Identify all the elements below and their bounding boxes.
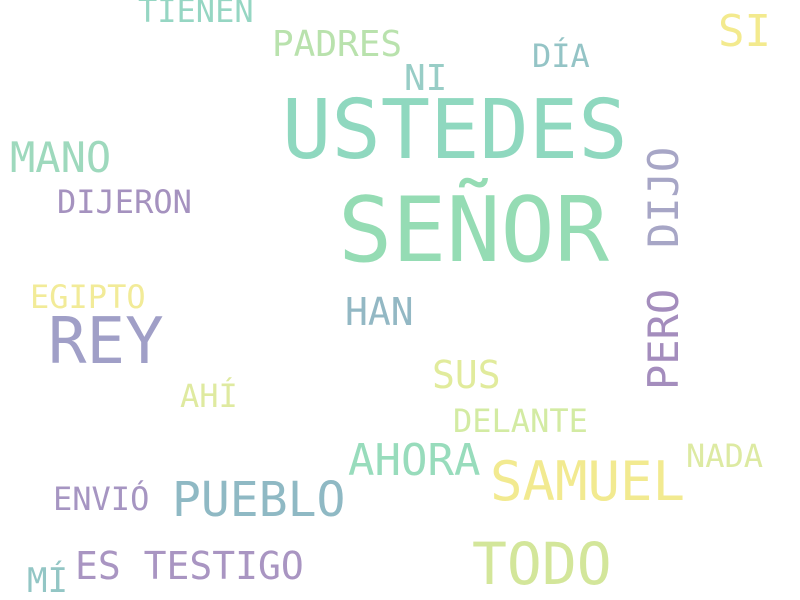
word-pueblo: PUEBLO	[172, 472, 346, 528]
word-samuel: SAMUEL	[490, 450, 686, 513]
word-envio: ENVIÓ	[53, 480, 150, 518]
word-senor: SEÑOR	[338, 178, 609, 283]
word-ahora: AHORA	[348, 435, 481, 486]
word-si: SI	[718, 6, 771, 57]
word-tienen: TIENEN	[138, 0, 254, 30]
word-ahi: AHÍ	[180, 377, 238, 415]
word-pero: PERO	[639, 288, 688, 390]
word-ustedes: USTEDES	[282, 83, 628, 178]
word-padres: PADRES	[272, 24, 403, 65]
word-dijo: DIJO	[639, 146, 688, 248]
word-todo: TODO	[472, 530, 612, 598]
word-es-testigo: ES TESTIGO	[75, 544, 304, 588]
word-mano: MANO	[10, 133, 112, 182]
word-dijeron: DIJERON	[57, 183, 192, 221]
word-sus: SUS	[432, 353, 501, 397]
word-mi: MÍ	[27, 561, 68, 600]
word-egipto: EGIPTO	[30, 278, 146, 316]
word-delante: DELANTE	[453, 402, 588, 440]
word-han: HAN	[345, 290, 414, 334]
word-rey: REY	[48, 305, 164, 379]
word-nada: NADA	[686, 437, 764, 475]
word-ni: NI	[404, 58, 448, 99]
word-dia: DÍA	[532, 37, 590, 75]
